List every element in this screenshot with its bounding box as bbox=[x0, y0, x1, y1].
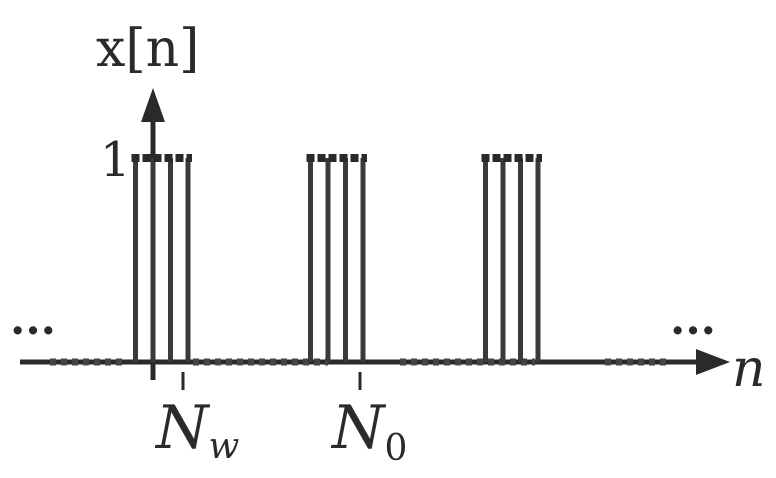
y-axis-label: x[n] bbox=[96, 19, 199, 79]
tick-n0-label: N0 bbox=[330, 393, 407, 469]
tick-nw-label: Nw bbox=[154, 393, 240, 467]
tick-n0-main: N bbox=[330, 393, 387, 463]
x-axis-arrowhead bbox=[696, 349, 730, 375]
tick-nw-main: N bbox=[154, 393, 211, 463]
ellipsis-left: ... bbox=[10, 294, 56, 345]
x-axis-label: n bbox=[732, 339, 766, 399]
ellipsis-right: ... bbox=[670, 294, 716, 345]
y-axis-arrowhead bbox=[141, 88, 165, 122]
tick-nw-subscript: w bbox=[209, 426, 240, 467]
pulse-group bbox=[131, 154, 542, 362]
amplitude-label: 1 bbox=[100, 132, 131, 188]
tick-n0-subscript: 0 bbox=[385, 428, 408, 469]
